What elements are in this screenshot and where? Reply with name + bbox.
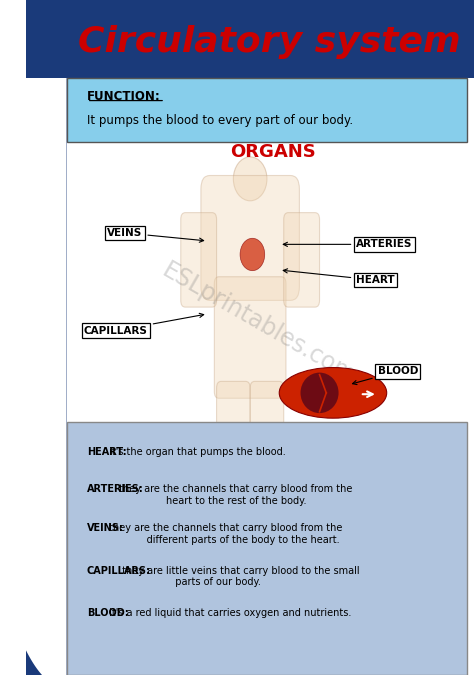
Text: they are the channels that carry blood from the
                heart to the res: they are the channels that carry blood f… bbox=[116, 484, 352, 506]
Text: ARTERIES:: ARTERIES: bbox=[87, 484, 144, 494]
Text: they are the channels that carry blood from the
             different parts of : they are the channels that carry blood f… bbox=[106, 523, 342, 545]
Text: VEINS: VEINS bbox=[107, 228, 204, 242]
FancyBboxPatch shape bbox=[66, 422, 467, 675]
Text: VEINS:: VEINS: bbox=[87, 523, 124, 533]
FancyBboxPatch shape bbox=[217, 381, 250, 493]
FancyBboxPatch shape bbox=[66, 78, 467, 142]
Text: HEART: HEART bbox=[283, 269, 395, 285]
Text: HEART:: HEART: bbox=[87, 447, 127, 457]
Text: it's the organ that pumps the blood.: it's the organ that pumps the blood. bbox=[106, 447, 286, 457]
Ellipse shape bbox=[301, 373, 338, 413]
Ellipse shape bbox=[240, 238, 264, 271]
Text: ORGANS: ORGANS bbox=[230, 143, 315, 161]
Text: BLOOD: BLOOD bbox=[353, 367, 418, 385]
Polygon shape bbox=[0, 0, 66, 675]
Text: FUNCTION:: FUNCTION: bbox=[87, 90, 161, 103]
Text: CAPILLARS: CAPILLARS bbox=[84, 313, 204, 335]
Text: ARTERIES: ARTERIES bbox=[283, 240, 413, 249]
Text: Circulatory system: Circulatory system bbox=[78, 25, 461, 59]
Text: they are little veins that carry blood to the small
                  parts of o: they are little veins that carry blood t… bbox=[119, 566, 360, 587]
Text: it's a red liquid that carries oxygen and nutrients.: it's a red liquid that carries oxygen an… bbox=[106, 608, 351, 618]
Text: CAPILLARS:: CAPILLARS: bbox=[87, 566, 151, 576]
FancyBboxPatch shape bbox=[26, 0, 474, 78]
Text: ESLprintables.com: ESLprintables.com bbox=[158, 259, 360, 389]
Text: It pumps the blood to every part of our body.: It pumps the blood to every part of our … bbox=[87, 113, 353, 127]
FancyBboxPatch shape bbox=[201, 176, 300, 300]
Ellipse shape bbox=[279, 367, 387, 418]
FancyBboxPatch shape bbox=[181, 213, 217, 307]
FancyBboxPatch shape bbox=[26, 0, 66, 675]
Ellipse shape bbox=[233, 157, 267, 201]
FancyBboxPatch shape bbox=[250, 381, 284, 493]
FancyBboxPatch shape bbox=[214, 277, 286, 398]
FancyBboxPatch shape bbox=[284, 213, 319, 307]
Text: BLOOD:: BLOOD: bbox=[87, 608, 128, 618]
